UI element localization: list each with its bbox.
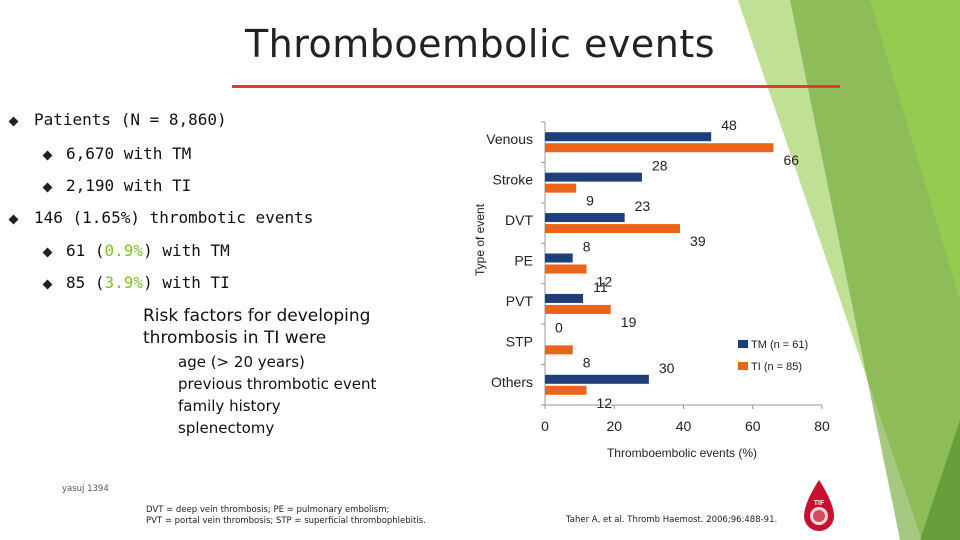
bar-tm (545, 213, 625, 223)
category-label: DVT (505, 212, 533, 228)
y-axis-title: Type of event (473, 203, 487, 276)
bar-tm (545, 374, 649, 384)
legend-label: TM (n = 61) (751, 339, 808, 351)
risk-factor-item: age (> 20 years) (178, 353, 305, 371)
legend-label: TI (n = 85) (751, 361, 802, 373)
legend-swatch (738, 340, 748, 348)
x-tick-label: 60 (745, 418, 761, 434)
abbreviations-line: PVT = portal vein thrombosis; STP = supe… (146, 516, 426, 526)
bullet-text: Patients (N = 8,860) (34, 110, 227, 129)
slide-title: Thromboembolic events (244, 22, 716, 66)
data-label: 30 (659, 360, 675, 376)
bar-tm (545, 293, 584, 303)
bar-ti (545, 224, 681, 234)
bar-tm (545, 172, 642, 182)
category-label: STP (506, 333, 533, 349)
category-label: Others (491, 374, 533, 390)
bullet-text-prefix: 85 ( (66, 273, 105, 292)
risk-factor-item: family history (178, 397, 281, 415)
risk-factors-list: age (> 20 years) previous thrombotic eve… (178, 351, 376, 439)
data-label: 8 (583, 354, 591, 370)
x-tick-label: 80 (814, 418, 830, 434)
citation: Taher A, et al. Thromb Haemost. 2006;96:… (566, 515, 778, 525)
risk-factor-item: splenectomy (178, 419, 275, 437)
bullet-text: 146 (1.65%) thrombotic events (34, 208, 314, 227)
bullet-text-suffix: ) with TI (143, 273, 230, 292)
risk-factor-item: previous thrombotic event (178, 375, 377, 393)
data-label: 9 (586, 193, 594, 209)
data-label: 11 (593, 279, 608, 295)
category-label: Stroke (493, 172, 534, 188)
category-label: Venous (486, 131, 533, 147)
bar-ti (545, 385, 587, 395)
data-label: 48 (721, 117, 737, 133)
bar-tm (545, 253, 573, 263)
bar-ti (545, 264, 587, 274)
data-label: 66 (784, 152, 800, 168)
data-label: 12 (597, 395, 613, 411)
title-underline (232, 85, 840, 88)
risk-factors-heading: Risk factors for developing thrombosis i… (143, 305, 370, 349)
data-label: 23 (635, 198, 651, 214)
x-tick-label: 0 (541, 418, 549, 434)
bar-tm (545, 132, 712, 142)
data-label: 28 (652, 158, 668, 174)
bar-ti (545, 304, 611, 314)
bullet-text: 2,190 with TI (66, 176, 192, 195)
data-label: 39 (690, 233, 706, 249)
data-label: 8 (583, 239, 591, 255)
risk-heading-line: thrombosis in TI were (143, 328, 327, 348)
data-label: 12 (597, 274, 613, 290)
bullet-highlight: 0.9% (104, 241, 144, 260)
bar-ti (545, 143, 774, 153)
x-tick-label: 40 (676, 418, 692, 434)
bullet-text: 6,670 with TM (66, 144, 192, 163)
bullet-text-prefix: 61 ( (66, 241, 105, 260)
tif-logo-icon: TIF (804, 480, 834, 531)
x-axis-title: Thromboembolic events (%) (607, 446, 757, 460)
bar-ti (545, 345, 573, 355)
logo-text: TIF (814, 500, 825, 507)
risk-heading-line: Risk factors for developing (143, 306, 371, 326)
abbreviations-line: DVT = deep vein thrombosis; PE = pulmona… (146, 505, 390, 515)
data-label: 0 (555, 319, 563, 335)
category-label: PE (514, 253, 533, 269)
data-label: 19 (621, 314, 637, 330)
x-tick-label: 20 (606, 418, 622, 434)
bullet-text-suffix: ) with TM (143, 241, 230, 260)
abbreviations-note: DVT = deep vein thrombosis; PE = pulmona… (146, 505, 426, 527)
legend-swatch (738, 362, 748, 370)
watermark-text: yasuj 1394 (62, 484, 109, 494)
bullet-highlight: 3.9% (104, 273, 144, 292)
bar-ti (545, 183, 577, 193)
category-label: PVT (506, 293, 534, 309)
